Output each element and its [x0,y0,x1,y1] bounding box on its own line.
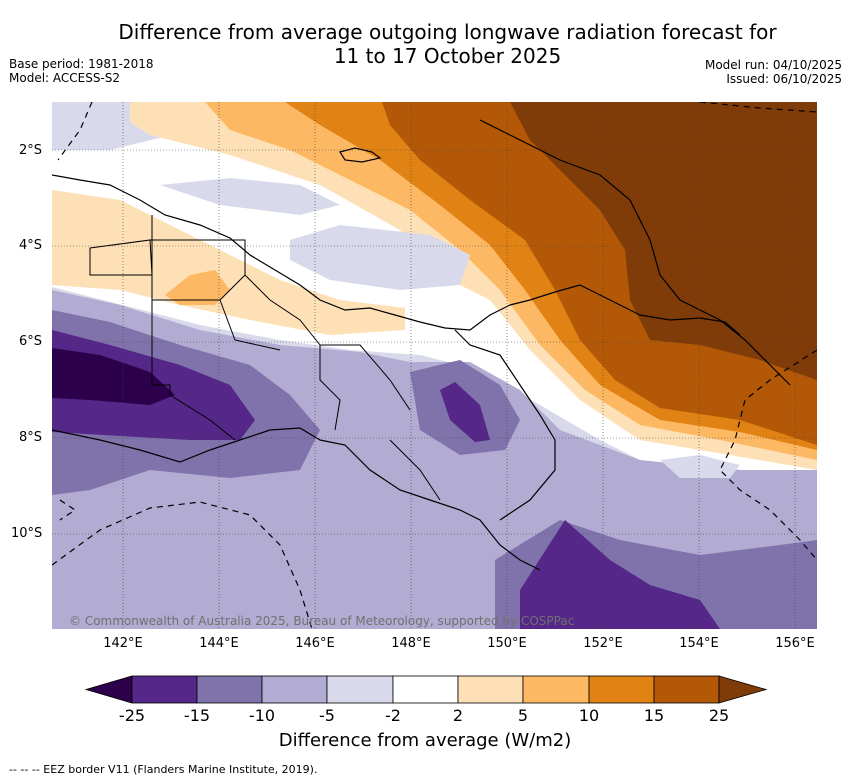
colorbar-tick: 15 [643,706,665,725]
lon-label: 142°E [103,636,143,651]
band-cool-under-m25 [52,348,175,405]
lon-label: 152°E [583,636,623,651]
lat-label: 8°S [19,430,43,445]
title-line-2: 11 to 17 October 2025 [333,44,562,68]
patch-cool-small [660,455,740,478]
title-line-1: Difference from average outgoing longwav… [118,20,777,44]
band-cool-m15-east [440,382,490,442]
colorbar-cell [196,675,263,704]
papuan-peninsula-coast [454,329,556,521]
border-png-west [151,215,236,441]
graticule [52,102,817,629]
lat-label: 4°S [19,238,43,253]
lat-label: 6°S [19,334,43,349]
meta-right: Model run: 04/10/2025 Issued: 06/10/2025 [705,58,842,86]
issued-date: Issued: 06/10/2025 [726,72,842,86]
model-name: Model: ACCESS-S2 [9,71,121,85]
new-ireland-coast [479,119,791,386]
colorbar-low-arrow [84,675,133,704]
new-guinea-coast-south [52,427,541,571]
colorbar-cell [131,675,198,704]
colorbar-tick: -5 [319,706,335,725]
patch-warm-west-core [165,270,230,305]
lat-label: 10°S [11,526,43,541]
colorbar-tick: -25 [118,706,146,725]
colorbar-cell [392,675,459,704]
manus-coast [339,147,382,163]
band-cool-m15-se [520,520,720,629]
lon-label: 146°E [295,636,335,651]
borders [89,215,441,501]
map-credit: © Commonwealth of Australia 2025, Bureau… [69,614,575,628]
meta-left: Base period: 1981-2018 Model: ACCESS-S2 [9,57,154,85]
colorbar-high-arrow [718,675,768,704]
colorbar-tick: 2 [452,706,464,725]
model-run: Model run: 04/10/2025 [704,58,842,72]
colorbar-tick: 5 [517,706,529,725]
anomaly-field [52,102,817,629]
eez-east [719,349,817,561]
province-lines [89,239,441,501]
lon-label: 154°E [679,636,719,651]
eez-west [57,102,93,161]
colorbar-tick: -15 [183,706,211,725]
eez-borders [52,102,817,629]
colorbar-cell [522,675,590,704]
colorbar-tick: 10 [578,706,600,725]
base-period: Base period: 1981-2018 [9,57,154,71]
colorbar-tick: -2 [385,706,401,725]
map-title: Difference from average outgoing longwav… [60,20,835,68]
colorbar-cell [261,675,328,704]
lon-label: 156°E [775,636,815,651]
colorbar [84,675,768,704]
lon-label: 150°E [487,636,527,651]
eez-south-west [52,501,313,629]
colorbar-cell [653,675,720,704]
colorbar-cell [588,675,655,704]
eez-ne [699,102,817,113]
colorbar-cell [326,675,394,704]
new-guinea-coast-north [52,174,556,331]
coastlines [52,119,791,571]
colorbar-tick: 25 [708,706,730,725]
eez-footnote: -- -- -- EEZ border V11 (Flanders Marine… [9,763,318,776]
lat-label: 2°S [19,143,43,158]
lon-label: 144°E [199,636,239,651]
patch-warm-west [52,190,405,335]
colorbar-cell [457,675,524,704]
colorbar-tick: -10 [248,706,276,725]
lon-label: 148°E [391,636,431,651]
band-over-25 [510,102,817,380]
colorbar-title: Difference from average (W/m2) [278,730,572,751]
